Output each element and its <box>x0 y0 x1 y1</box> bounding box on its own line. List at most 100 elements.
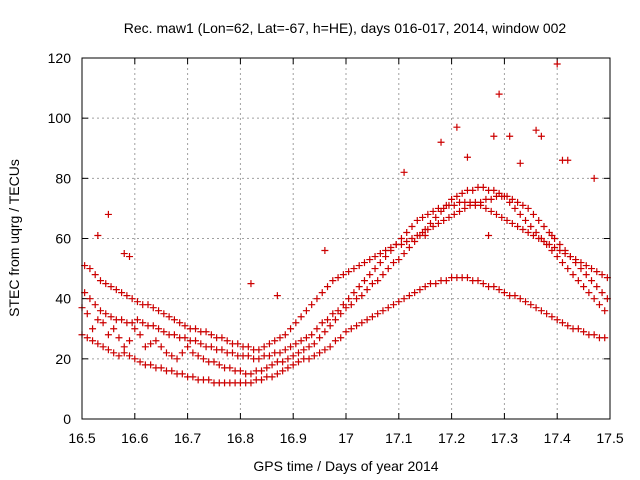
data-point <box>508 219 516 227</box>
data-point <box>94 340 102 348</box>
data-point <box>440 216 448 224</box>
data-point <box>421 231 429 239</box>
data-point <box>345 295 353 303</box>
y-tick-label: 120 <box>48 50 72 66</box>
data-point <box>598 271 606 279</box>
data-point <box>305 343 313 351</box>
data-point <box>218 334 226 342</box>
data-point <box>91 271 99 279</box>
data-point <box>485 231 493 239</box>
data-point <box>360 259 368 267</box>
data-point <box>516 159 524 167</box>
data-point <box>379 271 387 279</box>
data-point <box>276 349 284 357</box>
data-point <box>424 210 432 218</box>
data-point <box>601 334 609 342</box>
data-point <box>289 352 297 360</box>
data-point <box>168 352 176 360</box>
data-point <box>281 331 289 339</box>
data-point <box>324 316 332 324</box>
data-point <box>519 225 527 233</box>
data-point <box>580 283 588 291</box>
data-point <box>160 328 168 336</box>
data-point <box>329 310 337 318</box>
data-point <box>564 156 572 164</box>
data-point <box>104 210 112 218</box>
y-tick-label: 100 <box>48 110 72 126</box>
data-point <box>215 361 223 369</box>
data-point <box>508 195 516 203</box>
data-point <box>300 346 308 354</box>
data-point <box>107 313 115 321</box>
data-point <box>376 250 384 258</box>
data-point <box>149 322 157 330</box>
x-tick-label: 17.4 <box>544 430 571 446</box>
data-point <box>395 256 403 264</box>
data-point <box>353 295 361 303</box>
data-point <box>133 316 141 324</box>
data-point <box>223 337 231 345</box>
data-point <box>405 244 413 252</box>
data-point <box>107 283 115 291</box>
data-point <box>197 340 205 348</box>
data-point <box>411 289 419 297</box>
data-point <box>390 259 398 267</box>
data-point <box>83 310 91 318</box>
data-point <box>601 307 609 315</box>
data-point <box>326 343 334 351</box>
data-point <box>424 225 432 233</box>
data-point <box>490 283 498 291</box>
data-point <box>400 295 408 303</box>
y-tick-label: 60 <box>55 231 71 247</box>
data-point <box>292 319 300 327</box>
data-point <box>337 334 345 342</box>
data-point <box>236 367 244 375</box>
data-point <box>511 204 519 212</box>
data-point <box>115 352 123 360</box>
data-point <box>593 283 601 291</box>
data-point <box>112 286 120 294</box>
data-point <box>120 349 128 357</box>
data-point <box>440 204 448 212</box>
data-point <box>157 343 165 351</box>
data-point <box>376 259 384 267</box>
data-point <box>284 355 292 363</box>
data-point <box>329 277 337 285</box>
data-point <box>345 268 353 276</box>
data-point <box>110 325 118 333</box>
data-point <box>94 316 102 324</box>
data-point <box>89 325 97 333</box>
data-point <box>580 328 588 336</box>
data-point <box>123 292 131 300</box>
data-point <box>474 277 482 285</box>
data-point <box>218 346 226 354</box>
data-point <box>416 286 424 294</box>
data-point <box>419 213 427 221</box>
data-point <box>540 238 548 246</box>
data-point <box>582 262 590 270</box>
data-point <box>429 207 437 215</box>
data-point <box>577 265 585 273</box>
data-point <box>421 283 429 291</box>
x-tick-label: 17.3 <box>491 430 518 446</box>
data-point <box>495 286 503 294</box>
data-point <box>553 60 561 68</box>
data-point <box>490 132 498 140</box>
data-point <box>321 328 329 336</box>
axis-ticks: 16.5 16.6 16.7 16.8 16.9 17 17.1 17.2 17.3 17.4 17… <box>48 50 624 446</box>
data-point <box>516 210 524 218</box>
data-point <box>86 295 94 303</box>
data-point <box>590 174 598 182</box>
data-point <box>524 204 532 212</box>
data-point <box>226 364 234 372</box>
data-point <box>99 319 107 327</box>
y-tick-label: 40 <box>55 291 71 307</box>
data-point <box>535 235 543 242</box>
data-point <box>89 337 97 345</box>
data-point <box>442 277 450 285</box>
data-point <box>284 364 292 372</box>
data-point <box>535 216 543 224</box>
data-point <box>181 322 189 330</box>
data-point <box>514 222 522 230</box>
data-point <box>94 231 102 239</box>
